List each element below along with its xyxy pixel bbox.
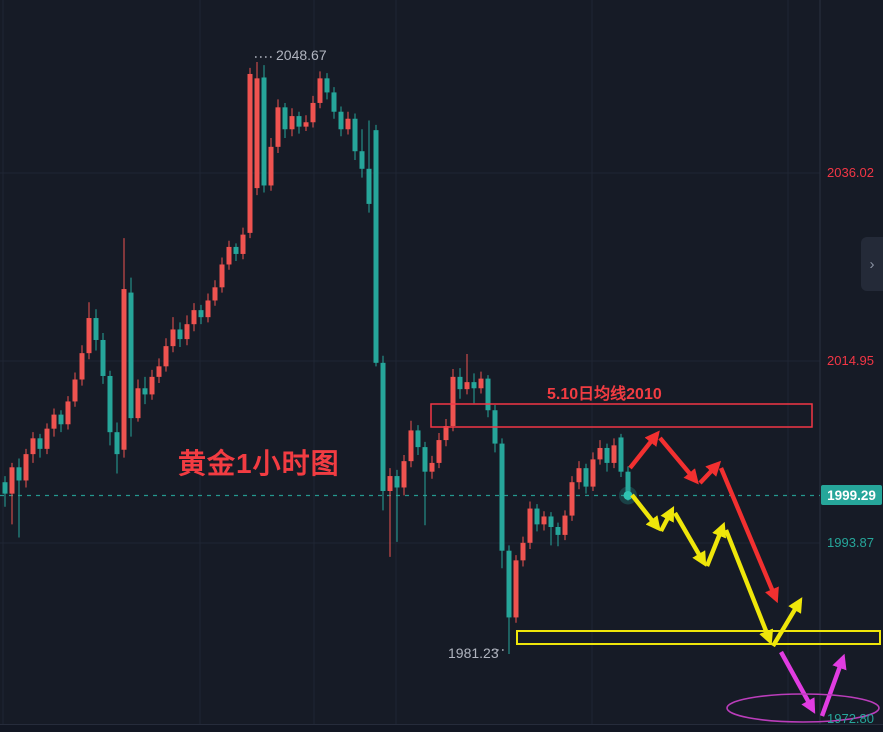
low-price-label: 1981.23: [448, 645, 499, 661]
chevron-right-icon: ›: [869, 255, 875, 273]
current-price-value: 1999.29: [827, 487, 876, 503]
high-price-label: 2048.67: [276, 47, 327, 63]
price-axis-label: 2036.02: [827, 165, 874, 180]
ma-level-label: 5.10日均线2010: [547, 386, 662, 403]
price-axis[interactable]: 1999.29 2036.02 2014.95 1993.87 1972.80: [821, 0, 883, 726]
price-axis-label: 1972.80: [827, 711, 874, 726]
time-axis[interactable]: [0, 724, 883, 732]
price-axis-label: 2014.95: [827, 353, 874, 368]
current-price-tag: 1999.29: [821, 485, 882, 506]
panel-collapse-handle[interactable]: ›: [861, 237, 883, 291]
chart-watermark-title: 黄金1小时图: [178, 448, 340, 479]
price-axis-label: 1993.87: [827, 535, 874, 550]
